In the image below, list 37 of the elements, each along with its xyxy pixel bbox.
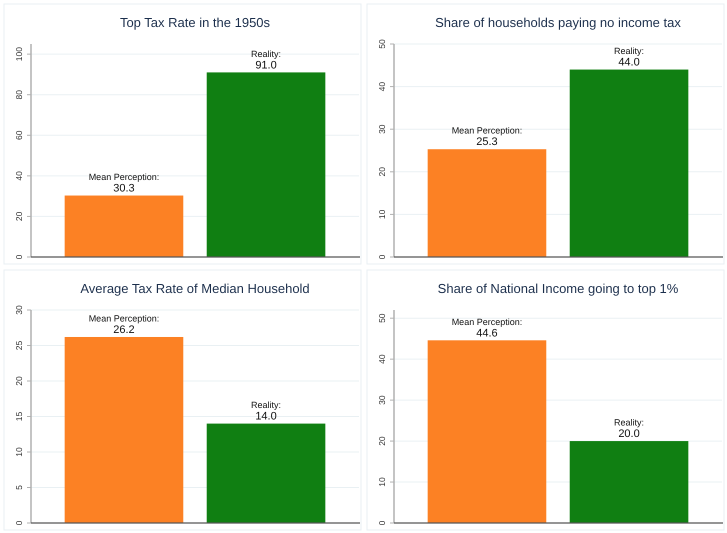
y-tick-label: 25: [14, 340, 24, 350]
y-tick-label: 0: [14, 254, 24, 260]
y-tick-label: 60: [14, 130, 24, 140]
y-tick-label: 15: [14, 412, 24, 422]
y-tick-label: 30: [377, 395, 387, 405]
y-tick-label: 0: [377, 254, 387, 260]
data-label: Mean Perception: 30.3: [88, 172, 160, 195]
data-label: Reality: 20.0: [614, 418, 644, 440]
y-tick-label: 40: [377, 354, 387, 364]
y-tick-label: 50: [377, 313, 387, 323]
y-tick-label: 80: [14, 90, 24, 100]
y-tick-label: 100: [14, 46, 24, 62]
data-label: Mean Perception: 25.3: [452, 126, 522, 148]
chart-title: Average Tax Rate of Median Household: [80, 281, 310, 296]
y-tick-label: 20: [377, 436, 387, 446]
chart-title: Top Tax Rate in the 1950s: [120, 15, 271, 30]
y-tick-label: 40: [14, 170, 24, 181]
data-label: Reality: 14.0: [251, 400, 282, 423]
data-label: Mean Perception: 26.2: [88, 313, 160, 336]
data-label: Mean Perception: 44.6: [452, 316, 522, 340]
y-tick-label: 10: [14, 447, 24, 457]
chart-title: Share of households paying no income tax: [435, 15, 682, 30]
y-tick-label: 0: [14, 520, 24, 526]
y-tick-label: 40: [377, 82, 387, 92]
y-tick-label: 20: [14, 376, 24, 386]
data-label: Reality: 44.0: [614, 46, 644, 69]
y-tick-label: 50: [377, 39, 387, 49]
y-tick-label: 30: [14, 305, 24, 315]
y-tick-label: 10: [377, 477, 387, 487]
chart-title: Share of National Income going to top 1%: [438, 281, 679, 296]
data-label: Reality: 91.0: [251, 48, 282, 72]
y-tick-label: 5: [14, 484, 24, 490]
y-tick-label: 10: [377, 209, 387, 220]
y-tick-label: 0: [377, 520, 387, 526]
y-tick-label: 20: [14, 211, 24, 222]
y-tick-label: 30: [377, 124, 387, 134]
y-tick-label: 20: [377, 166, 387, 177]
